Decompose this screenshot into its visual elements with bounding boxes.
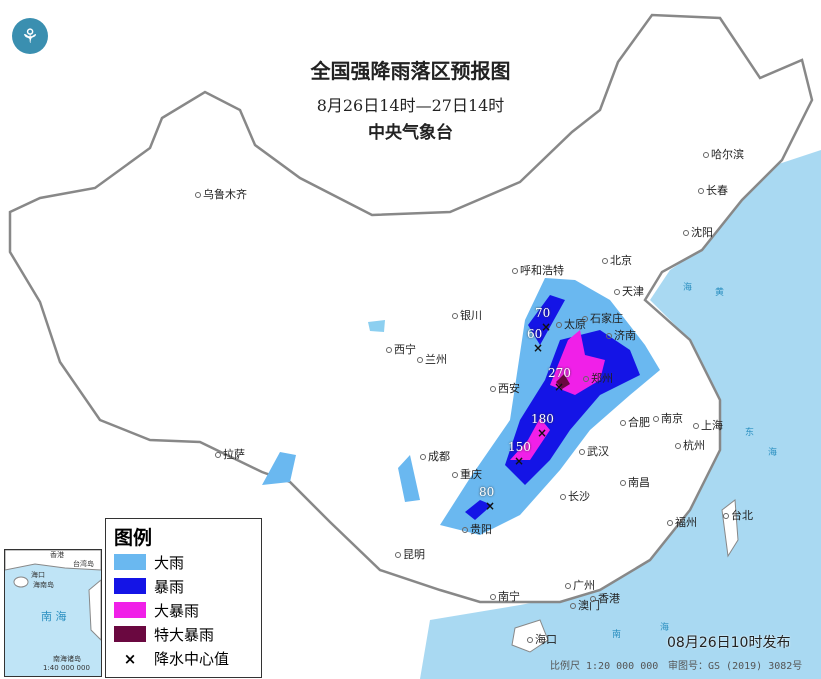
- city-label: 合肥: [620, 414, 650, 430]
- forecast-period: 8月26日14时—27日14时: [316, 96, 505, 115]
- city-label: 郑州: [583, 370, 613, 386]
- city-label: 南昌: [620, 474, 650, 490]
- city-label: 西宁: [386, 341, 416, 357]
- rain-center-value: 270: [548, 366, 571, 380]
- agency: 中央气象台: [368, 123, 453, 143]
- city-label: 贵阳: [462, 521, 492, 537]
- issued-time: 08月26日10时发布: [667, 635, 791, 651]
- city-label: 广州: [565, 577, 595, 593]
- rain-center-mark: ×: [554, 380, 565, 394]
- south-china-sea-inset: 香港 台湾岛 海口 海南岛 南 海 南海诸岛 1:40 000 000: [4, 549, 102, 677]
- city-label: 银川: [452, 307, 482, 323]
- city-label: 天津: [614, 283, 644, 299]
- rain-heavy-sw: [262, 452, 420, 502]
- sea-east2: 海: [768, 448, 778, 458]
- city-label: 昆明: [395, 546, 425, 562]
- legend-extreme-rainstorm: 特大暴雨: [114, 622, 261, 646]
- rainstorm: [465, 295, 640, 520]
- city-label: 杭州: [675, 437, 705, 453]
- legend-heavy-rain: 大雨: [114, 550, 261, 574]
- legend-center-value: × 降水中心值: [123, 649, 230, 669]
- city-label: 成都: [420, 448, 450, 464]
- legend: 图例 大雨 暴雨 大暴雨 特大暴雨 × 降水中心值: [105, 518, 262, 678]
- city-label: 石家庄: [582, 310, 623, 326]
- map-approval-number: 审图号：GS (2019) 3082号: [668, 661, 803, 672]
- rain-center-value: 80: [479, 485, 495, 499]
- sea-south: 南: [612, 630, 622, 640]
- cma-logo: ⚘: [12, 18, 48, 54]
- sea-yellow: 黄: [715, 288, 725, 298]
- rain-extreme: [556, 374, 570, 389]
- rain-center-value: 70: [535, 306, 551, 320]
- rain-center-value: 60: [527, 327, 543, 341]
- legend-heavy-rainstorm: 大暴雨: [114, 598, 261, 622]
- sea-east: 东: [745, 428, 755, 438]
- city-label: 沈阳: [683, 224, 713, 240]
- rain-center-mark: ×: [533, 341, 544, 355]
- rain-center-mark: ×: [514, 454, 525, 468]
- map-title: 全国强降雨落区预报图: [310, 59, 511, 83]
- city-label: 南宁: [490, 588, 520, 604]
- city-label: 济南: [606, 327, 636, 343]
- city-label: 拉萨: [215, 446, 245, 462]
- legend-title: 图例: [114, 527, 153, 549]
- map-scale: 比例尺 1:20 000 000: [550, 661, 659, 672]
- rain-heavy-rainstorm: [510, 330, 605, 460]
- city-label: 武汉: [579, 443, 609, 459]
- city-label: 重庆: [452, 466, 482, 482]
- city-label: 北京: [602, 252, 632, 268]
- sea-yellow2: 海: [683, 283, 693, 293]
- city-label: 西安: [490, 380, 520, 396]
- city-label: 兰州: [417, 351, 447, 367]
- legend-rainstorm: 暴雨: [114, 574, 261, 598]
- city-label: 海口: [527, 631, 557, 647]
- city-label: 乌鲁木齐: [195, 186, 247, 202]
- sea: [420, 150, 821, 679]
- city-label: 南京: [653, 410, 683, 426]
- rain-center-mark: ×: [485, 499, 496, 513]
- city-label: 上海: [693, 417, 723, 433]
- city-label: 呼和浩特: [512, 262, 564, 278]
- city-label: 太原: [556, 316, 586, 332]
- rain-center-mark: ×: [537, 426, 548, 440]
- city-label: 哈尔滨: [703, 146, 744, 162]
- rain-center-value: 180: [531, 412, 554, 426]
- city-label: 香港: [590, 590, 620, 606]
- city-label: 长沙: [560, 488, 590, 504]
- city-label: 台北: [723, 507, 753, 523]
- rain-center-mark: ×: [541, 320, 552, 334]
- sea-south2: 海: [660, 623, 670, 633]
- lake-qinghai: [368, 320, 385, 332]
- city-label: 长春: [698, 182, 728, 198]
- city-label: 福州: [667, 514, 697, 530]
- rain-center-value: 150: [508, 440, 531, 454]
